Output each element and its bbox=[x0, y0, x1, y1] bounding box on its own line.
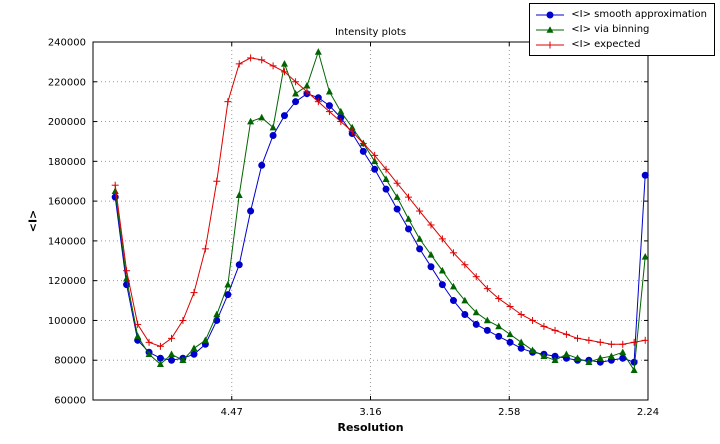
x-tick-label: 3.16 bbox=[359, 407, 381, 418]
legend-item-label: <I> via binning bbox=[571, 24, 650, 35]
y-tick-label: 140000 bbox=[48, 236, 86, 247]
legend-item-label: <I> smooth approximation bbox=[571, 9, 707, 20]
y-tick-label: 120000 bbox=[48, 276, 86, 287]
legend-item: <I> smooth approximation bbox=[535, 8, 707, 21]
y-tick-label: 240000 bbox=[48, 38, 86, 49]
x-tick-label: 2.24 bbox=[637, 407, 659, 418]
series-1 bbox=[111, 48, 649, 373]
chart-title: Intensity plots bbox=[334, 27, 407, 38]
y-tick-label: 100000 bbox=[48, 316, 86, 327]
x-tick-label: 4.47 bbox=[221, 407, 243, 418]
legend: <I> smooth approximation <I> via binning… bbox=[529, 3, 715, 56]
legend-circle-marker-icon bbox=[536, 11, 565, 18]
legend-plus-marker-icon bbox=[536, 41, 565, 48]
y-tick-label: 60000 bbox=[54, 396, 86, 407]
x-tick-label: 2.58 bbox=[498, 407, 520, 418]
grid bbox=[93, 41, 649, 401]
legend-item-label: <I> expected bbox=[571, 39, 641, 50]
series-0 bbox=[111, 90, 649, 366]
x-axis-label: Resolution bbox=[337, 421, 404, 434]
tick-labels: 60000 80000 100000 120000 140000 160000 180000… bbox=[48, 38, 659, 419]
y-tick-label: 200000 bbox=[48, 117, 86, 128]
legend-triangle-marker-icon bbox=[536, 25, 565, 33]
y-tick-label: 180000 bbox=[48, 157, 86, 168]
series-2 bbox=[111, 54, 649, 350]
y-tick-label: 80000 bbox=[54, 356, 86, 367]
y-axis-label: <I> bbox=[26, 209, 40, 233]
y-tick-label: 220000 bbox=[48, 77, 86, 88]
y-tick-label: 160000 bbox=[48, 197, 86, 208]
legend-item: <I> expected bbox=[535, 38, 707, 51]
legend-item: <I> via binning bbox=[535, 23, 707, 36]
